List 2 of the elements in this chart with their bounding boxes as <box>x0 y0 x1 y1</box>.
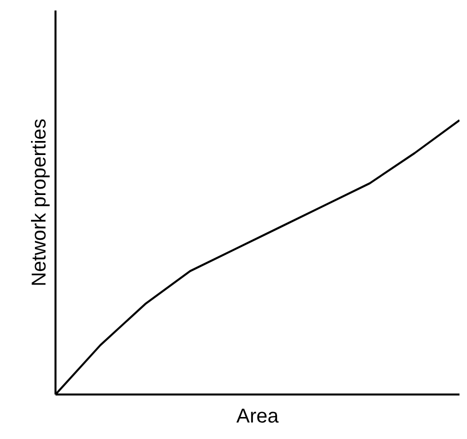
y-axis-title: Network properties <box>28 118 50 286</box>
x-axis-title: Area <box>236 406 280 428</box>
